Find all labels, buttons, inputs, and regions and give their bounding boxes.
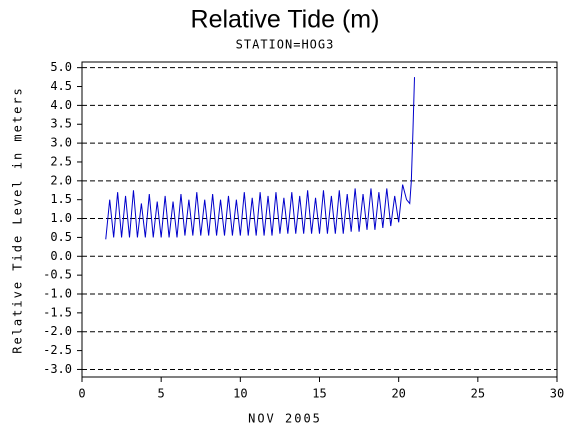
y-tick-label: 3.5 [50,117,72,131]
y-tick-label: 5.0 [50,60,72,74]
plot-frame [81,61,558,378]
tide-line [105,77,415,240]
x-tick-label: 0 [78,387,85,401]
x-axis-label: NOV 2005 [248,412,322,426]
x-tick-label: 25 [471,387,485,401]
y-tick-label: 1.5 [50,192,72,206]
x-tick-label: 5 [158,387,165,401]
x-tick-label: 30 [550,387,564,401]
y-tick-label: -1.5 [43,305,72,319]
y-tick-label: -1.0 [43,287,72,301]
y-tick-label: -2.0 [43,324,72,338]
y-tick-label: 2.0 [50,173,72,187]
y-tick-label: 0.0 [50,249,72,263]
y-tick-label: 4.5 [50,79,72,93]
x-tick-label: 20 [391,387,405,401]
chart-subtitle: STATION=HOG3 [236,38,335,52]
y-tick-label: 0.5 [50,230,72,244]
y-tick-label: 4.0 [50,98,72,112]
y-axis-label: Relative Tide Level in meters [11,86,25,354]
x-tick-label: 10 [233,387,247,401]
y-tick-label: -0.5 [43,268,72,282]
chart-title: Relative Tide (m) [191,6,380,34]
y-tick-label: -2.5 [43,343,72,357]
y-tick-label: 1.0 [50,211,72,225]
y-tick-label: -3.0 [43,362,72,376]
y-tick-label: 3.0 [50,136,72,150]
y-tick-label: 2.5 [50,154,72,168]
x-tick-label: 15 [312,387,326,401]
